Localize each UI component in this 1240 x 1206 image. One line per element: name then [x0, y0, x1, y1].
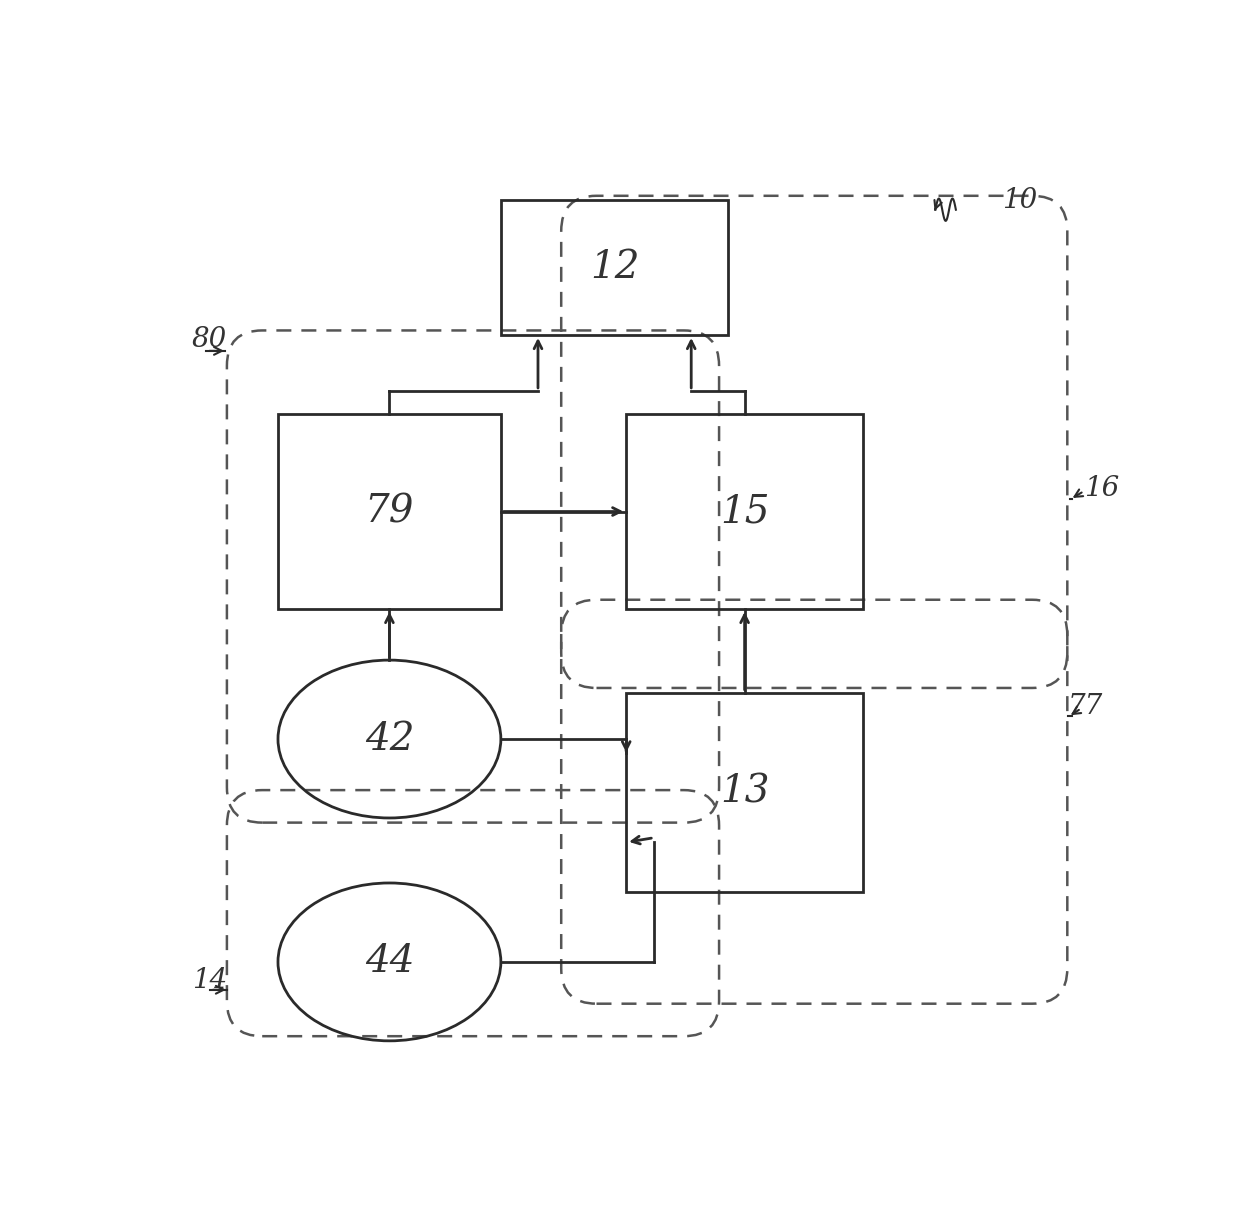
Bar	[626, 692, 863, 892]
Text: 13: 13	[720, 774, 769, 810]
Text: 16: 16	[1084, 475, 1120, 502]
Text: 42: 42	[365, 720, 414, 757]
Bar	[278, 414, 501, 609]
Bar	[626, 414, 863, 609]
Text: 15: 15	[720, 493, 769, 529]
Text: 44: 44	[365, 943, 414, 980]
Text: 80: 80	[192, 327, 227, 353]
Text: 77: 77	[1068, 693, 1102, 720]
Text: 10: 10	[1002, 187, 1038, 213]
Text: 14: 14	[192, 967, 227, 994]
Text: 12: 12	[590, 250, 640, 286]
Bar	[501, 200, 728, 335]
Text: 79: 79	[365, 493, 414, 529]
